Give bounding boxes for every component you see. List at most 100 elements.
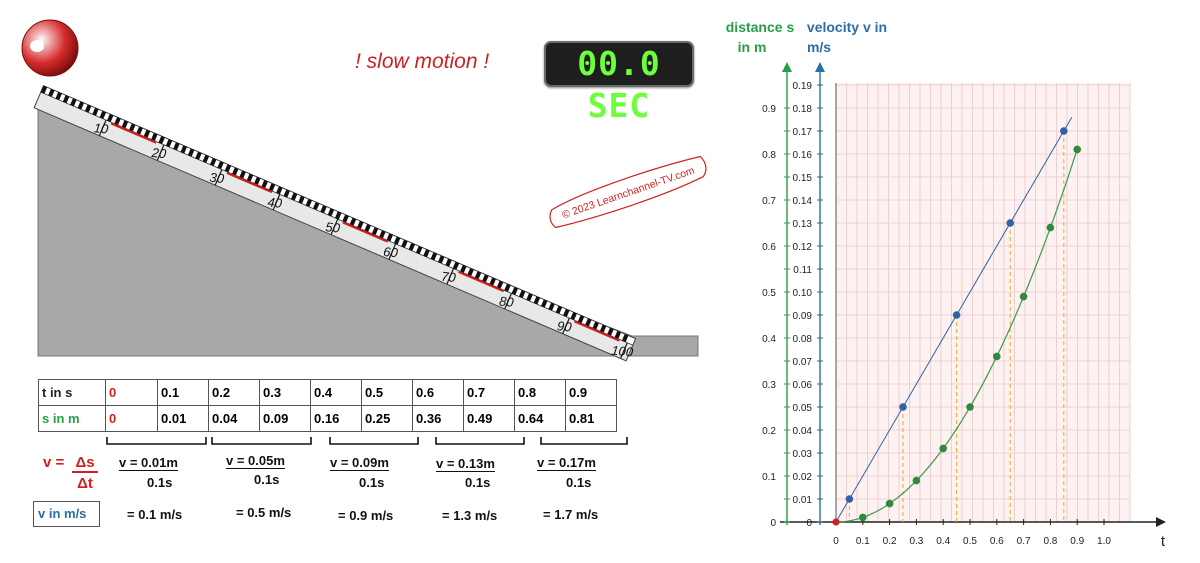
velocity-point bbox=[1006, 219, 1014, 227]
ruler-label: 70 bbox=[441, 269, 458, 286]
velocity-tick-label: 0.05 bbox=[793, 403, 813, 414]
ruler-checker bbox=[305, 198, 313, 207]
ruler-checker bbox=[276, 186, 283, 195]
ruler-checker bbox=[555, 305, 563, 314]
ruler-checker bbox=[254, 176, 261, 185]
copyright-text: © 2023 Learnchannel-TV.com bbox=[561, 165, 697, 222]
x-tick-label: 0 bbox=[833, 536, 839, 547]
ruler-checker bbox=[393, 236, 401, 245]
velocity-tick-label: 0.04 bbox=[793, 426, 813, 437]
chart: 0 0.1 0.2 0.3 0.4 0.5 0.6 0.7 0.8 0.9 0 0.01 0.02 0.0… bbox=[726, 19, 1166, 550]
ruler-checker bbox=[246, 173, 254, 182]
ruler-checker bbox=[40, 85, 48, 94]
ruler-checker bbox=[621, 334, 629, 343]
x-tick-label: 0.9 bbox=[1070, 536, 1084, 547]
ruler-checker bbox=[614, 330, 622, 339]
origin-point bbox=[832, 518, 840, 526]
ruler-checker bbox=[415, 246, 423, 255]
calc-numerator: v = 0.09m bbox=[330, 455, 389, 471]
ruler-tick bbox=[388, 243, 397, 260]
velocity-tick-label: 0.09 bbox=[793, 311, 813, 322]
distance-cell: 0.25 bbox=[361, 405, 413, 432]
distance-point bbox=[859, 513, 867, 522]
velocity-tick-label: 0.08 bbox=[793, 334, 813, 345]
x-tick-label: 0.1 bbox=[856, 536, 870, 547]
distance-tick-label: 0.8 bbox=[762, 150, 776, 161]
x-tick-label: 0.4 bbox=[936, 536, 950, 547]
distance-cell: 0.01 bbox=[157, 405, 209, 432]
ruler-label: 50 bbox=[325, 219, 342, 236]
x-tick-label: 0.8 bbox=[1043, 536, 1057, 547]
ruler-checker bbox=[401, 239, 408, 248]
ruler-tick bbox=[446, 268, 455, 285]
x-tick-label: 0.3 bbox=[909, 536, 923, 547]
time-cell: 0.1 bbox=[157, 379, 209, 406]
ruler-checker bbox=[99, 110, 107, 119]
inclined-ruler: 10 20 30 40 50 60 70 80 90 100 bbox=[33, 85, 637, 362]
x-tick-label: 0.7 bbox=[1017, 536, 1031, 547]
distance-point bbox=[966, 403, 974, 411]
ruler-tick bbox=[504, 293, 512, 310]
distance-axis-title: distance s bbox=[726, 19, 795, 35]
velocity-tick-label: 0.15 bbox=[793, 173, 813, 184]
ruler-tick bbox=[620, 342, 628, 359]
ruler-checker bbox=[106, 114, 114, 123]
velocity-tick-label: 0.17 bbox=[793, 127, 813, 138]
distance-tick-label: 0.2 bbox=[762, 426, 776, 437]
ruler-checker bbox=[320, 205, 327, 214]
ruler-checker bbox=[408, 242, 416, 251]
velocity-tick-label: 0.14 bbox=[793, 196, 813, 207]
ruler-checker bbox=[489, 277, 496, 286]
distance-tick-label: 0.1 bbox=[762, 472, 776, 483]
ruler-label: 90 bbox=[556, 318, 573, 335]
distance-series-curve bbox=[836, 149, 1078, 523]
distance-cell: 0.09 bbox=[259, 405, 311, 432]
distance-axis-title: in m bbox=[738, 39, 767, 55]
ruler-checker bbox=[599, 324, 607, 333]
velocity-axis-title: velocity v in bbox=[807, 19, 887, 35]
distance-tick-label: 0.4 bbox=[762, 334, 776, 345]
ruler-body: 10 20 30 40 50 60 70 80 90 100 bbox=[33, 85, 637, 362]
calc-result: = 0.1 m/s bbox=[127, 507, 183, 522]
time-row: t in s 0 0.1 0.2 0.3 0.4 0.5 0.6 0.7 0.8… bbox=[38, 379, 617, 406]
velocity-tick-label: 0.03 bbox=[793, 449, 813, 460]
ruler-label: 100 bbox=[611, 343, 635, 360]
ruler-checker bbox=[173, 142, 180, 151]
calc-result: = 1.7 m/s bbox=[543, 507, 599, 522]
time-cell: 0.6 bbox=[412, 379, 464, 406]
distance-axis-arrow bbox=[782, 62, 792, 72]
ruler-checker bbox=[290, 192, 298, 201]
ruler-checker bbox=[136, 126, 143, 135]
ruler-checker bbox=[577, 315, 585, 324]
velocity-tick-label: 0.11 bbox=[793, 265, 812, 276]
ruler-tick bbox=[562, 317, 570, 334]
ruler-checker bbox=[607, 327, 614, 336]
ruler-checker bbox=[430, 252, 438, 261]
ruler-checker bbox=[158, 136, 165, 145]
distance-tick-label: 0.3 bbox=[762, 380, 776, 391]
ruler-checker bbox=[48, 88, 55, 97]
distance-point bbox=[912, 476, 921, 485]
ruler-red-segment bbox=[110, 122, 157, 144]
ruler-checker bbox=[533, 296, 541, 305]
ruler-checker bbox=[283, 189, 290, 198]
velocity-point bbox=[899, 403, 907, 411]
velocity-axis-arrow bbox=[815, 62, 825, 72]
x-axis-title: t bbox=[1161, 533, 1166, 550]
ruler-checker bbox=[195, 151, 202, 160]
ruler-checker bbox=[504, 283, 511, 292]
x-axis-arrow bbox=[1156, 517, 1166, 527]
distance-point bbox=[1046, 223, 1055, 232]
velocity-tick-label: 0.10 bbox=[793, 288, 813, 299]
distance-cell: 0.49 bbox=[463, 405, 515, 432]
distance-header: s in m bbox=[38, 405, 106, 432]
ruler-red-segment bbox=[226, 171, 273, 194]
time-cell: 0.2 bbox=[208, 379, 260, 406]
calc-denominator: 0.1s bbox=[254, 472, 280, 487]
distance-tick-label: 0 bbox=[770, 518, 776, 529]
ruler-checker bbox=[541, 299, 548, 308]
velocity-tick-label: 0.13 bbox=[793, 219, 813, 230]
interval-brackets bbox=[106, 437, 628, 445]
distance-cell: 0.81 bbox=[565, 405, 617, 432]
delta-t: Δt bbox=[77, 475, 93, 492]
